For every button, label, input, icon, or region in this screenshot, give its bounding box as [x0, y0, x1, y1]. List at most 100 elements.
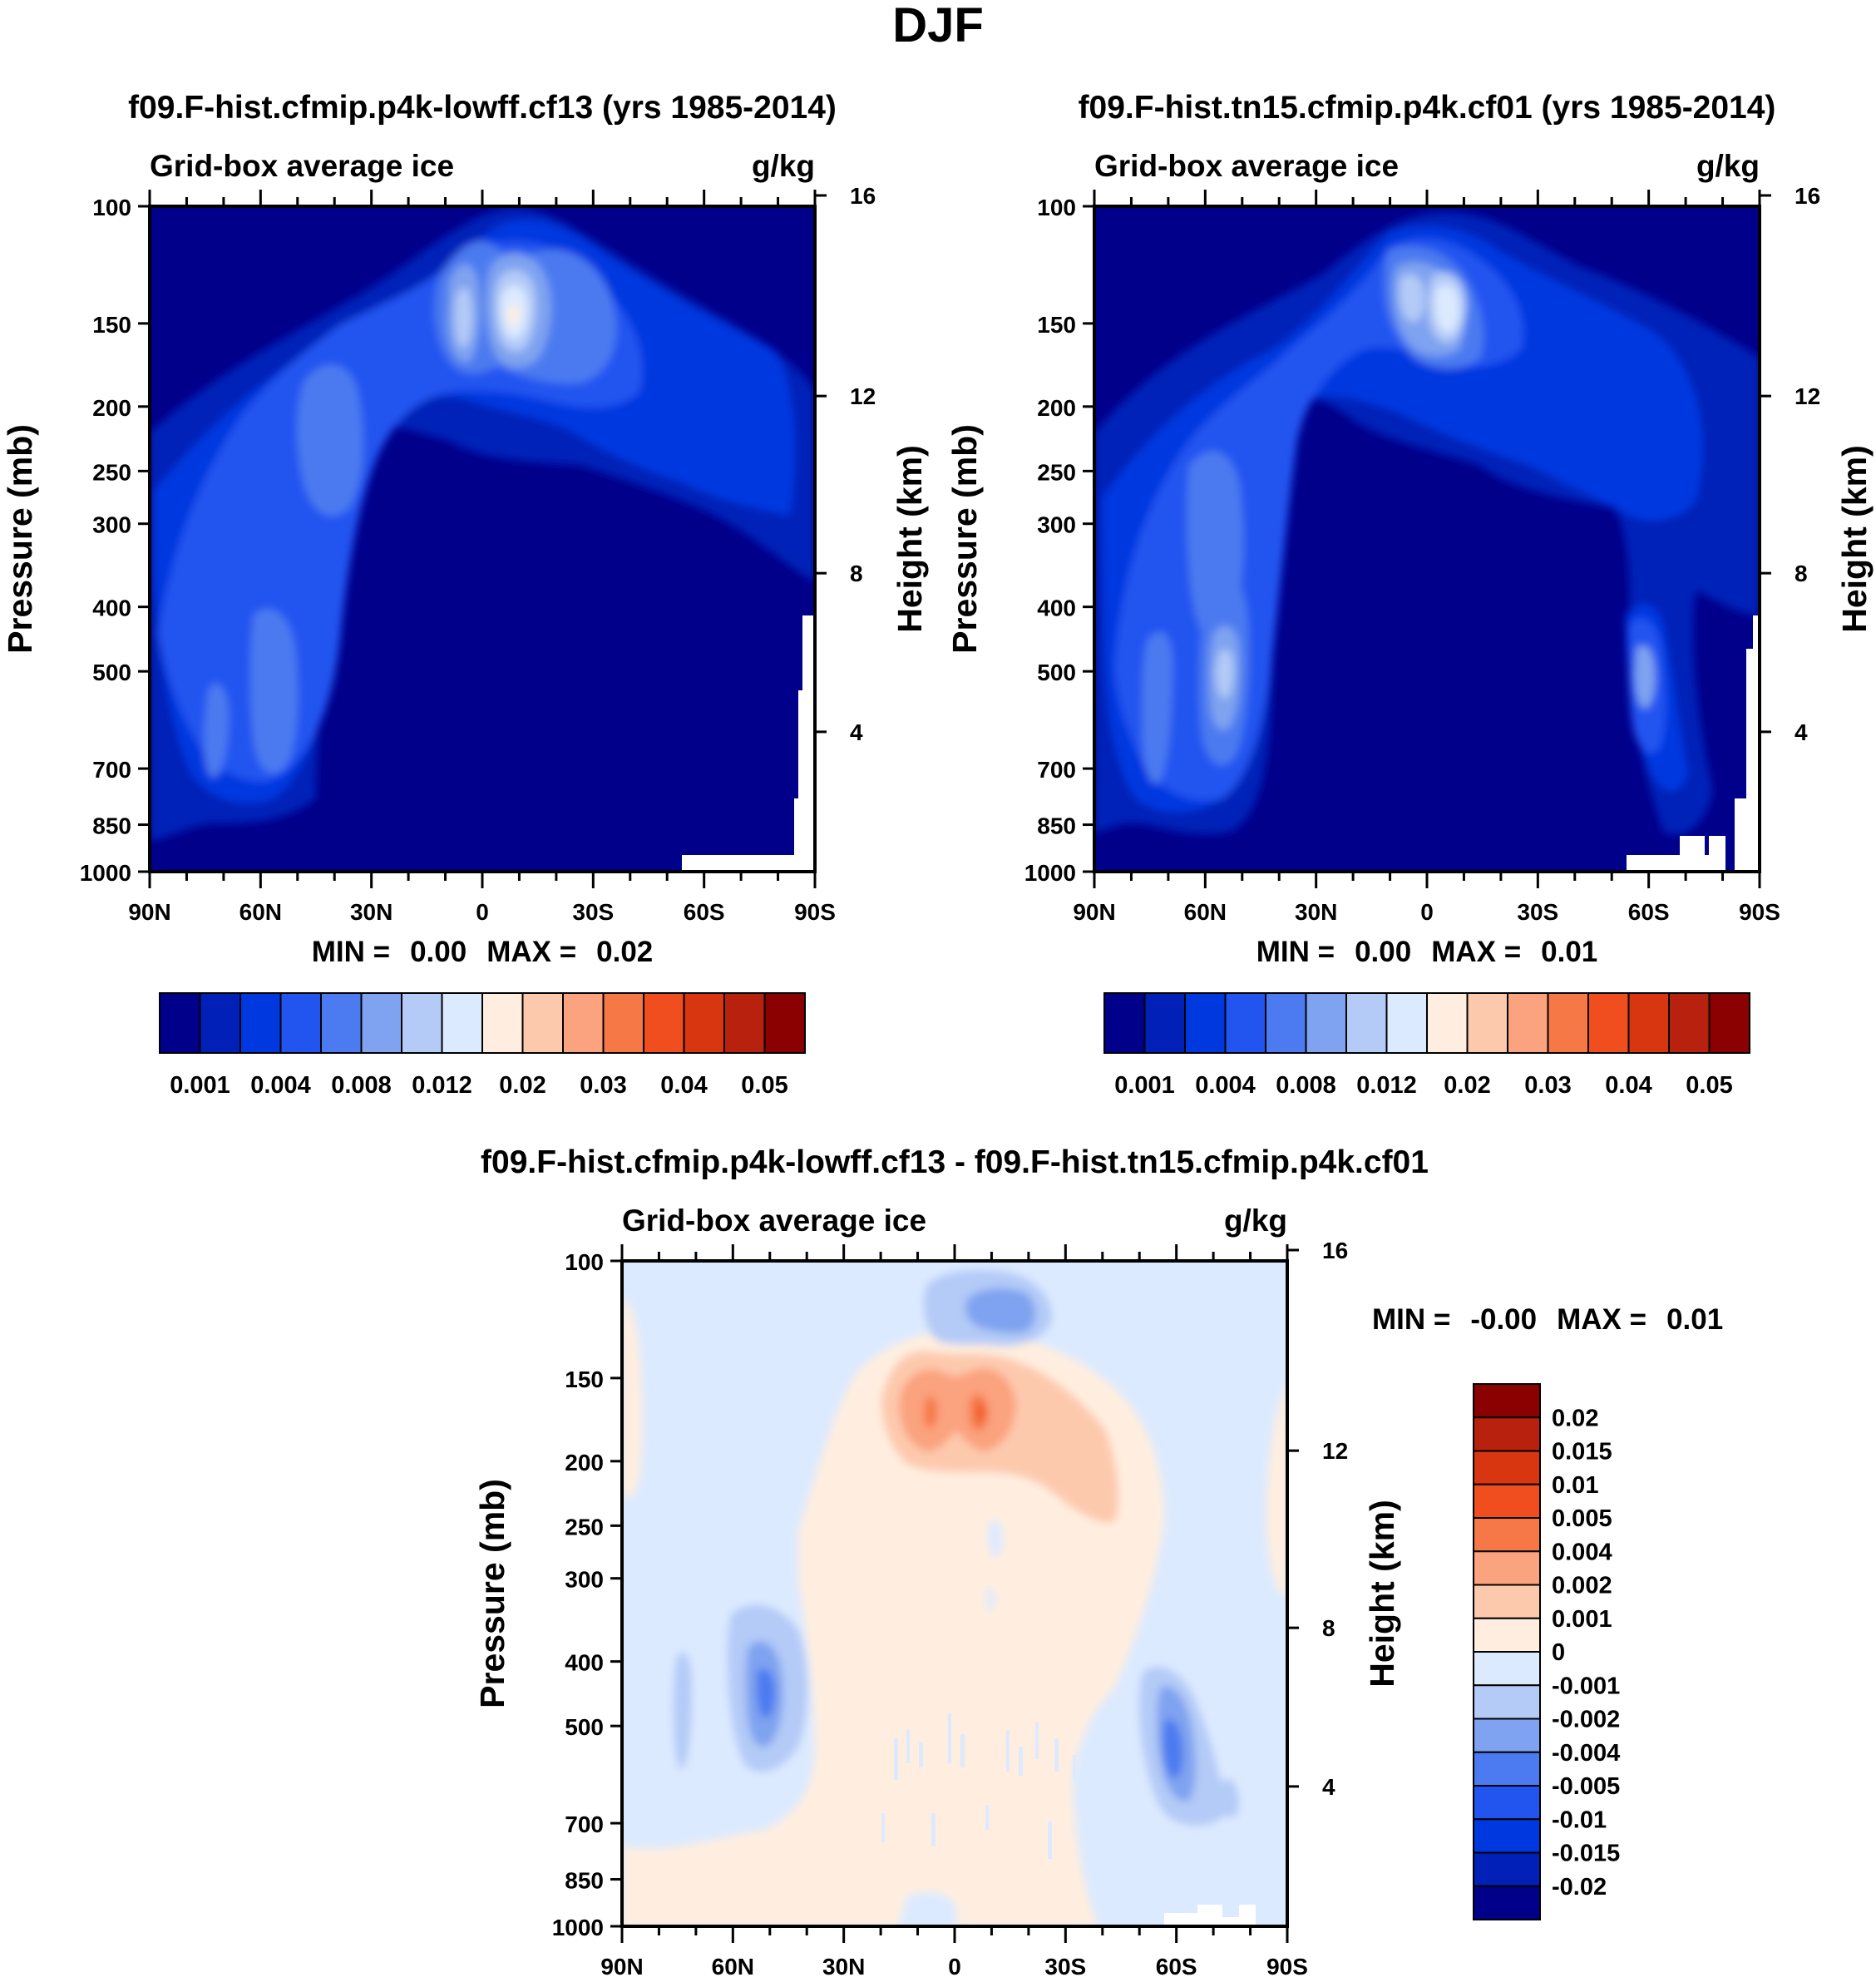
x-tick-label: 30N	[822, 1954, 865, 1980]
colorbar-label: 0.05	[1686, 1072, 1732, 1099]
colorbar-label: 0.004	[1552, 1539, 1612, 1565]
colorbar-swatch	[1473, 1718, 1541, 1753]
colorbar-swatch	[1473, 1517, 1541, 1553]
y2-tick-label: 12	[850, 383, 876, 409]
y-tick-label: 100	[565, 1249, 604, 1275]
colorbar-swatch	[1345, 992, 1388, 1054]
colorbar-swatch	[1473, 1751, 1541, 1787]
colorbar-label: 0.012	[1356, 1072, 1417, 1099]
panel-b-colorbar: 0.001 0.004 0.008 0.012 0.02 0.03 0.04 0.05	[1103, 992, 1750, 1099]
panel-c-max-label: MAX =	[1557, 1303, 1646, 1336]
colorbar-label: -0.001	[1552, 1673, 1620, 1699]
x-tick-label: 60S	[684, 899, 725, 925]
colorbar-swatch	[159, 992, 201, 1054]
x-tick-label: 30N	[1295, 899, 1337, 925]
x-tick-label: 60N	[712, 1954, 754, 1980]
x-tick-label: 90S	[1739, 899, 1780, 925]
colorbar-swatch	[1265, 992, 1307, 1054]
panel-a-yticks: 100 150 200 250 300 400 500 700 850 1000	[80, 195, 150, 886]
panel-b: f09.F-hist.tn15.cfmip.p4k.cf01 (yrs 1985…	[945, 90, 1874, 1099]
y-tick-label: 850	[1037, 813, 1076, 839]
colorbar-label: -0.004	[1552, 1740, 1620, 1767]
y-tick-label: 1000	[552, 1915, 604, 1940]
y-tick-label: 500	[92, 660, 131, 685]
panel-c-min-label: MIN =	[1372, 1303, 1450, 1336]
panel-b-min-label: MIN =	[1256, 936, 1335, 968]
colorbar-swatch	[1473, 1684, 1541, 1720]
panel-c-ylabel: Pressure (mb)	[473, 1479, 511, 1708]
panel-a-variable-label: Grid-box average ice	[150, 149, 454, 183]
colorbar-label: 0.001	[1552, 1606, 1612, 1633]
x-tick-label: 60N	[239, 899, 282, 925]
y-tick-label: 850	[565, 1868, 604, 1894]
x-tick-label: 60S	[1628, 899, 1670, 925]
y-tick-label: 300	[92, 512, 131, 538]
colorbar-label: 0.03	[580, 1072, 626, 1099]
colorbar-swatch	[1473, 1818, 1541, 1854]
y-tick-label: 200	[565, 1450, 604, 1475]
panel-a-units-label: g/kg	[752, 149, 815, 183]
colorbar-label: 0.03	[1524, 1072, 1571, 1099]
y-tick-label: 100	[1037, 195, 1076, 220]
colorbar-label: 0.008	[331, 1072, 392, 1099]
colorbar-swatch	[643, 992, 685, 1054]
colorbar-swatch	[320, 992, 363, 1054]
colorbar-swatch	[521, 992, 564, 1054]
x-tick-label: 60N	[1184, 899, 1227, 925]
y-tick-label: 150	[92, 312, 131, 338]
colorbar-swatch	[683, 992, 725, 1054]
panel-b-contour-field	[1094, 206, 1760, 872]
colorbar-swatch	[1627, 992, 1670, 1054]
y-tick-label: 850	[92, 813, 131, 839]
y-tick-label: 1000	[1024, 860, 1076, 886]
colorbar-swatch	[723, 992, 766, 1054]
x-tick-label: 90N	[128, 899, 170, 925]
colorbar-swatch	[1184, 992, 1227, 1054]
y-tick-label: 250	[1037, 459, 1076, 485]
colorbar-label: 0.02	[1444, 1072, 1490, 1099]
panel-c-max-value: 0.01	[1666, 1303, 1723, 1336]
colorbar-swatch	[1668, 992, 1711, 1054]
y-tick-label: 150	[565, 1367, 604, 1392]
x-tick-label: 30S	[572, 899, 614, 925]
panel-a-ylabel: Pressure (mb)	[1, 424, 39, 654]
x-tick-label: 30N	[350, 899, 392, 925]
colorbar-swatch	[1547, 992, 1589, 1054]
colorbar-label: 0.02	[1552, 1405, 1598, 1431]
colorbar-label: 0.001	[170, 1072, 230, 1099]
panel-a-title: f09.F-hist.cfmip.p4k-lowff.cf13 (yrs 198…	[128, 90, 837, 126]
colorbar-swatch	[1473, 1617, 1541, 1653]
x-tick-label: 30S	[1517, 899, 1558, 925]
panel-a-xticks: 90N 60N 30N 0 30S 60S 90S	[128, 190, 836, 925]
panel-b-title: f09.F-hist.tn15.cfmip.p4k.cf01 (yrs 1985…	[1079, 90, 1776, 126]
colorbar-swatch	[1473, 1584, 1541, 1619]
colorbar-swatch	[1587, 992, 1630, 1054]
y-tick-label: 300	[1037, 512, 1076, 538]
y2-tick-label: 12	[1322, 1438, 1348, 1464]
colorbar-label: -0.015	[1552, 1841, 1620, 1867]
y2-tick-label: 8	[1322, 1615, 1335, 1641]
colorbar-label: 0.01	[1552, 1472, 1598, 1499]
colorbar-swatch	[1473, 1550, 1541, 1586]
colorbar-swatch	[1507, 992, 1549, 1054]
x-tick-label: 90S	[1266, 1954, 1308, 1980]
colorbar-swatch	[1473, 1851, 1541, 1887]
colorbar-label: 0.015	[1552, 1439, 1612, 1465]
x-tick-label: 90N	[600, 1954, 643, 1980]
colorbar-swatch	[602, 992, 644, 1054]
y2-tick-label: 16	[1322, 1238, 1348, 1263]
panel-b-ylabel: Pressure (mb)	[945, 424, 984, 654]
y2-tick-label: 4	[1795, 719, 1808, 745]
panel-a-y2ticks: 16 12 8 4	[815, 183, 876, 745]
colorbar-label: 0.02	[499, 1072, 546, 1099]
panel-b-units-label: g/kg	[1696, 149, 1760, 183]
y-tick-label: 700	[1037, 757, 1076, 783]
colorbar-swatch	[1473, 1651, 1541, 1687]
panel-b-yticks: 100 150 200 250 300 400 500 700 850 1000	[1024, 195, 1094, 886]
panel-a: f09.F-hist.cfmip.p4k-lowff.cf13 (yrs 198…	[1, 90, 929, 1099]
x-tick-label: 60S	[1156, 1954, 1197, 1980]
colorbar-swatch	[1103, 992, 1146, 1054]
colorbar-swatch	[1473, 1383, 1541, 1419]
y-tick-label: 500	[565, 1714, 604, 1740]
panel-c-y2label: Height (km)	[1363, 1500, 1401, 1688]
